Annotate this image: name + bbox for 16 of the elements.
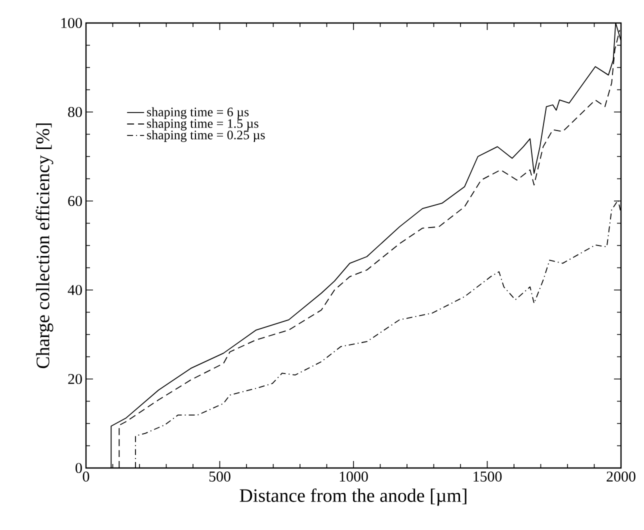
y-tick-label: 40 bbox=[68, 284, 82, 296]
y-tick-label: 20 bbox=[68, 374, 82, 384]
legend-label: shaping time = 1.5 µs bbox=[147, 118, 258, 131]
y-tick-label: 100 bbox=[61, 18, 82, 28]
y-tick-label: 80 bbox=[68, 106, 82, 118]
x-axis-title: Distance from the anode [µm] bbox=[240, 488, 466, 506]
x-tick-label: 1500 bbox=[474, 472, 502, 482]
legend-label: shaping time = 0.25 µs bbox=[147, 130, 265, 142]
x-tick-label: 1000 bbox=[340, 472, 368, 482]
legend-label: shaping time = 6 µs bbox=[147, 107, 249, 120]
y-tick-label: 0 bbox=[76, 462, 82, 474]
x-tick-label: 2000 bbox=[606, 472, 636, 482]
x-tick-label: 500 bbox=[209, 472, 230, 482]
y-axis-title: Charge collection efficiency [%] bbox=[36, 123, 54, 368]
y-tick-label: 60 bbox=[68, 196, 82, 206]
x-tick-label: 0 bbox=[82, 472, 90, 482]
